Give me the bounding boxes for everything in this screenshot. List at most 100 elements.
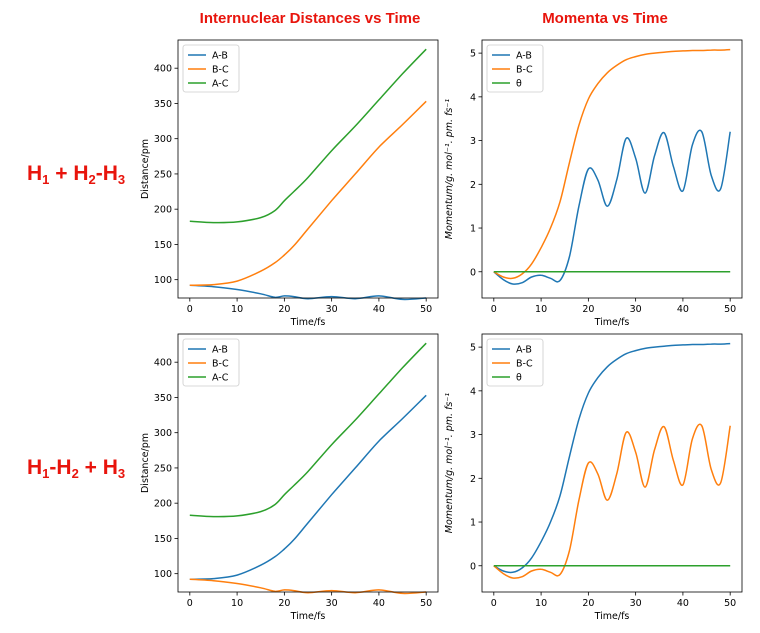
y-tick-label: 4 xyxy=(470,386,476,397)
y-tick-label: 250 xyxy=(154,463,172,474)
x-tick-label: 20 xyxy=(278,304,290,315)
y-tick-label: 300 xyxy=(154,134,172,145)
y-axis-label: Momentum/g. mol⁻¹. pm. fs⁻¹ xyxy=(444,393,455,534)
series-line-A-B xyxy=(493,129,731,285)
x-tick-label: 0 xyxy=(187,598,193,609)
y-tick-label: 3 xyxy=(470,136,476,147)
x-tick-label: 30 xyxy=(630,304,642,315)
column-title-momenta: Momenta vs Time xyxy=(542,10,668,27)
x-tick-label: 10 xyxy=(231,304,243,315)
series-line-B-C xyxy=(189,100,427,287)
y-tick-label: 150 xyxy=(154,240,172,251)
y-tick-label: 3 xyxy=(470,430,476,441)
y-tick-label: 4 xyxy=(470,92,476,103)
series-line-A-B xyxy=(493,342,731,574)
row-label-reaction-2: H1-H2 + H3 xyxy=(27,456,126,481)
x-tick-label: 30 xyxy=(326,598,338,609)
plot-frame xyxy=(177,333,439,593)
y-tick-label: 250 xyxy=(154,169,172,180)
legend-entry-θ: θ xyxy=(516,79,522,90)
x-tick-label: 10 xyxy=(535,598,547,609)
series-line-A-B xyxy=(189,394,427,581)
y-tick-label: 5 xyxy=(470,49,476,60)
legend: A-B B-C θ xyxy=(486,44,544,93)
plot-frame xyxy=(177,39,439,299)
y-axis-label: Distance/pm xyxy=(140,433,151,493)
y-axis-label: Momentum/g. mol⁻¹. pm. fs⁻¹ xyxy=(444,99,455,240)
x-tick-label: 50 xyxy=(724,598,736,609)
x-axis-label: Time/fs xyxy=(594,611,630,622)
chart-1: 0 10 20 30 40 50 100 150 200 250 300 350 400 Time/fs D… xyxy=(140,39,439,328)
y-tick-label: 1 xyxy=(470,224,476,235)
y-tick-label: 5 xyxy=(470,343,476,354)
y-tick-label: 300 xyxy=(154,428,172,439)
series-line-A-C xyxy=(189,48,427,224)
x-tick-label: 40 xyxy=(373,304,385,315)
x-tick-label: 20 xyxy=(582,304,594,315)
legend-entry-B-C: B-C xyxy=(516,359,533,370)
x-tick-label: 0 xyxy=(491,598,497,609)
series-line-A-C xyxy=(189,342,427,518)
x-axis-label: Time/fs xyxy=(290,317,326,328)
x-tick-label: 10 xyxy=(535,304,547,315)
y-axis-label: Distance/pm xyxy=(140,139,151,199)
x-tick-label: 0 xyxy=(491,304,497,315)
x-tick-label: 40 xyxy=(677,598,689,609)
legend-entry-A-B: A-B xyxy=(516,345,532,356)
y-tick-label: 2 xyxy=(470,474,476,485)
y-tick-label: 200 xyxy=(154,205,172,216)
legend-entry-A-C: A-C xyxy=(212,373,229,384)
x-tick-label: 0 xyxy=(187,304,193,315)
x-tick-label: 10 xyxy=(231,598,243,609)
chart-2: 0 10 20 30 40 50 0 1 2 3 4 5 Time/fs Momentum/g. mol⁻… xyxy=(444,39,743,328)
y-tick-label: 0 xyxy=(470,267,476,278)
y-tick-label: 1 xyxy=(470,518,476,529)
legend-entry-θ: θ xyxy=(516,373,522,384)
legend-entry-B-C: B-C xyxy=(212,359,229,370)
plot-frame xyxy=(481,39,743,299)
chart-4: 0 10 20 30 40 50 0 1 2 3 4 5 Time/fs Momentum/g. mol⁻… xyxy=(444,333,743,622)
legend-box xyxy=(182,44,240,93)
x-axis-label: Time/fs xyxy=(594,317,630,328)
y-tick-label: 150 xyxy=(154,534,172,545)
legend-entry-A-B: A-B xyxy=(212,51,228,62)
x-tick-label: 50 xyxy=(420,598,432,609)
legend: A-B B-C θ xyxy=(486,338,544,387)
x-tick-label: 30 xyxy=(630,598,642,609)
legend: A-B B-C A-C xyxy=(182,338,240,387)
x-tick-label: 50 xyxy=(420,304,432,315)
x-tick-label: 40 xyxy=(373,598,385,609)
legend-box xyxy=(486,338,544,387)
legend-entry-B-C: B-C xyxy=(212,65,229,76)
legend-box xyxy=(486,44,544,93)
legend: A-B B-C A-C xyxy=(182,44,240,93)
x-tick-label: 40 xyxy=(677,304,689,315)
chart-3: 0 10 20 30 40 50 100 150 200 250 300 350 400 Time/fs D… xyxy=(140,333,439,622)
x-tick-label: 20 xyxy=(582,598,594,609)
legend-entry-A-B: A-B xyxy=(212,345,228,356)
x-tick-label: 50 xyxy=(724,304,736,315)
x-tick-label: 20 xyxy=(278,598,290,609)
legend-entry-A-C: A-C xyxy=(212,79,229,90)
y-tick-label: 100 xyxy=(154,275,172,286)
y-tick-label: 400 xyxy=(154,64,172,75)
row-label-reaction-1: H1 + H2-H3 xyxy=(27,162,126,187)
x-axis-label: Time/fs xyxy=(290,611,326,622)
series-line-A-B xyxy=(189,284,427,301)
y-tick-label: 400 xyxy=(154,358,172,369)
legend-entry-A-B: A-B xyxy=(516,51,532,62)
series-line-B-C xyxy=(493,48,731,280)
plot-frame xyxy=(481,333,743,593)
y-tick-label: 350 xyxy=(154,99,172,110)
series-line-B-C xyxy=(493,423,731,579)
y-tick-label: 2 xyxy=(470,180,476,191)
column-title-distances: Internuclear Distances vs Time xyxy=(199,10,421,27)
y-tick-label: 0 xyxy=(470,561,476,572)
y-tick-label: 350 xyxy=(154,393,172,404)
y-tick-label: 200 xyxy=(154,499,172,510)
x-tick-label: 30 xyxy=(326,304,338,315)
y-tick-label: 100 xyxy=(154,569,172,580)
series-line-B-C xyxy=(189,578,427,595)
legend-box xyxy=(182,338,240,387)
